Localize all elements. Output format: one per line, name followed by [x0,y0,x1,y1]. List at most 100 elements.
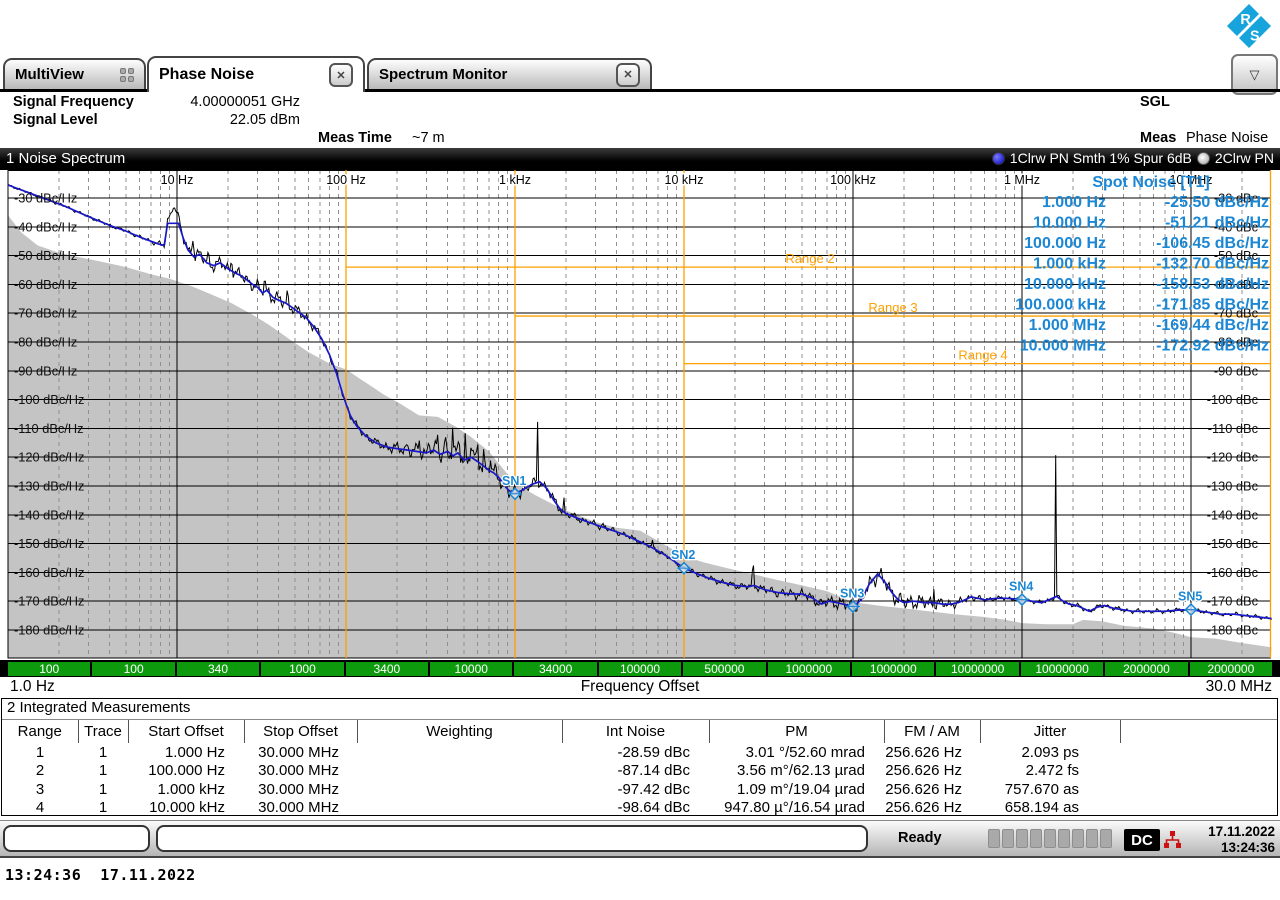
meas-value: Phase Noise [1186,130,1268,146]
int-table-cell [1120,780,1277,799]
int-table-cell [357,799,562,818]
int-table-cell: 2 [2,762,78,781]
spot-noise-freq: 10.000 Hz [1033,215,1106,232]
y-tick-left: -40 dBc/Hz [14,219,77,234]
y-tick-right: -170 dBc [1207,594,1259,609]
meas-time-value[interactable]: ~7 m [412,130,445,146]
int-table-cell: 2.093 ps [980,743,1120,762]
spot-noise-freq: 1.000 MHz [1029,317,1106,334]
y-tick-left: -120 dBc/Hz [14,450,84,465]
int-table-header: Range [2,720,78,743]
signal-level-value[interactable]: 22.05 dBm [230,112,300,128]
int-table-cell: 1 [78,799,128,818]
spot-noise-value: -171.85 dBc/Hz [1156,297,1269,314]
int-table-cell [1120,762,1277,781]
signal-frequency-label: Signal Frequency [13,94,134,110]
sweep-segment: 100 [8,662,90,676]
int-table-cell: 30.000 MHz [244,762,357,781]
trace1-legend-label[interactable]: 1Clrw PN Smth 1% Spur 6dB [1010,150,1192,166]
spot-noise-value: -158.53 dBc/Hz [1156,276,1269,293]
sweep-segment: 1000000 [768,662,850,676]
y-tick-right: -160 dBc [1207,565,1259,580]
x-decade-label: 100 kHz [830,173,876,187]
svg-text:S: S [1250,28,1260,44]
int-table-cell: -87.14 dBc [562,762,709,781]
int-table-cell: 3 [2,780,78,799]
y-tick-left: -50 dBc/Hz [14,248,77,263]
sweep-segment: 1000000 [852,662,934,676]
y-tick-left: -170 dBc/Hz [14,594,84,609]
int-table-cell: -98.64 dBc [562,799,709,818]
trace2-legend-label[interactable]: 2Clrw PN [1215,150,1274,166]
int-table-cell: 2.472 fs [980,762,1120,781]
spot-noise-value: -51.21 dBc/Hz [1165,215,1269,232]
spot-noise-value: -132.70 dBc/Hz [1156,256,1269,273]
int-table-row[interactable]: 111.000 Hz30.000 MHz-28.59 dBc3.01 °/52.… [2,743,1277,762]
int-table-cell: 4 [2,799,78,818]
spot-noise-value: -106.45 dBc/Hz [1156,235,1269,252]
close-icon[interactable]: ✕ [616,63,640,87]
int-table-cell: 1 [78,780,128,799]
y-tick-right: -140 dBc [1207,507,1259,522]
int-table-header: PM [709,720,884,743]
trace-legend: 1Clrw PN Smth 1% Spur 6dB 2Clrw PN [992,150,1274,166]
multiview-grid-icon [120,68,134,82]
y-tick-right: -120 dBc [1207,450,1259,465]
int-table-cell: 1 [78,743,128,762]
sweep-segment: 3400 [346,662,428,676]
noise-spectrum-plot[interactable]: Range 2Range 3Range 410 Hz100 Hz1 kHz10 … [0,170,1280,660]
spot-noise-freq: 1.000 Hz [1042,194,1106,211]
tab-phase-noise[interactable]: Phase Noise ✕ [147,56,365,92]
trace2-color-icon [1197,152,1210,165]
range-label: Range 3 [868,300,917,315]
range-label: Range 4 [958,348,1007,363]
sweep-segment: 100 [92,662,174,676]
int-table-cell: -28.59 dBc [562,743,709,762]
int-table-cell [357,743,562,762]
noise-spectrum-titlebar: 1 Noise Spectrum 1Clrw PN Smth 1% Spur 6… [0,148,1280,170]
y-tick-left: -70 dBc/Hz [14,306,77,321]
int-table-header: Trace [78,720,128,743]
status-field-2[interactable] [156,825,868,852]
int-table-cell [357,780,562,799]
int-table-cell: 1.000 kHz [128,780,244,799]
tab-multiview[interactable]: MultiView [3,58,146,89]
int-table-cell: 1.000 Hz [128,743,244,762]
int-table-header: Stop Offset [244,720,357,743]
y-tick-left: -90 dBc/Hz [14,363,77,378]
status-date: 17.11.2022 [1208,824,1275,840]
int-table-header: Jitter [980,720,1120,743]
spot-noise-freq: 100.000 kHz [1015,297,1106,314]
int-table-cell [1120,743,1277,762]
noise-spectrum-title: 1 Noise Spectrum [6,150,125,167]
int-table-row[interactable]: 21100.000 Hz30.000 MHz-87.14 dBc3.56 m°/… [2,762,1277,781]
int-table-cell: 658.194 as [980,799,1120,818]
trace1-color-icon [992,152,1005,165]
y-tick-right: -90 dBc [1214,363,1259,378]
close-icon[interactable]: ✕ [329,63,353,87]
int-table-cell: 757.670 as [980,780,1120,799]
rohde-schwarz-logo: R S [1226,3,1272,49]
y-tick-left: -180 dBc/Hz [14,623,84,638]
int-table-header: FM / AM [884,720,980,743]
int-table-cell: 1 [78,762,128,781]
sweep-segment: 10000000 [1021,662,1103,676]
y-tick-right: -100 dBc [1207,392,1259,407]
signal-frequency-value[interactable]: 4.00000051 GHz [190,94,300,110]
measurement-header: Signal Frequency 4.00000051 GHz SGL Sign… [0,94,1280,148]
int-table-header: Start Offset [128,720,244,743]
int-table-cell [357,762,562,781]
signal-level-label: Signal Level [13,112,98,128]
spot-noise-marker-label: SN4 [1009,580,1033,594]
status-field-1[interactable] [3,825,150,852]
y-tick-left: -160 dBc/Hz [14,565,84,580]
y-tick-left: -80 dBc/Hz [14,335,77,350]
int-table-cell: 1 [2,743,78,762]
int-table-row[interactable]: 4110.000 kHz30.000 MHz-98.64 dBc947.80 µ… [2,799,1277,818]
y-tick-left: -130 dBc/Hz [14,479,84,494]
int-table-row[interactable]: 311.000 kHz30.000 MHz-97.42 dBc1.09 m°/1… [2,780,1277,799]
tab-spectrum-monitor[interactable]: Spectrum Monitor ✕ [367,58,652,89]
instrument-screen: R S ▽ MultiView Phase Noise ✕ Spectrum M… [0,0,1280,900]
chevron-down-icon: ▽ [1250,67,1260,83]
tab-multiview-label: MultiView [15,66,112,83]
